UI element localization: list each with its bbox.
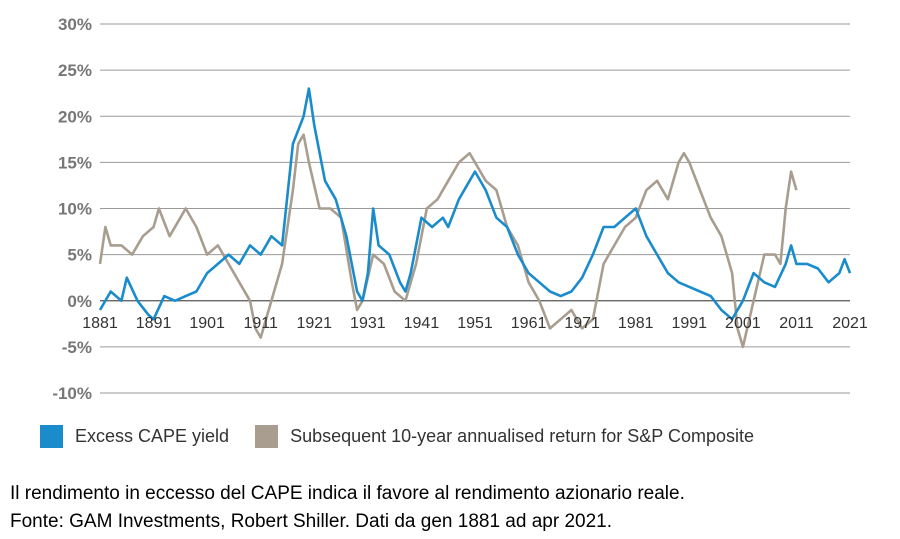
x-tick-label: 2001 bbox=[725, 315, 761, 332]
y-tick-label: 15% bbox=[58, 153, 92, 172]
x-tick-label: 1881 bbox=[82, 315, 118, 332]
x-tick-label: 1901 bbox=[189, 315, 225, 332]
series-lines bbox=[98, 87, 852, 349]
x-tick-label: 1941 bbox=[404, 315, 440, 332]
series-line-sp-return bbox=[98, 133, 798, 349]
y-tick-label: 10% bbox=[58, 200, 92, 219]
caption-line-1: Il rendimento in eccesso del CAPE indica… bbox=[10, 483, 685, 504]
legend: Excess CAPE yield Subsequent 10-year ann… bbox=[40, 423, 780, 449]
x-tick-label: 1951 bbox=[457, 315, 493, 332]
x-tick-label: 1911 bbox=[244, 315, 279, 332]
y-axis-ticks: 30% 25% 20% 15% 10% 5% 0% -5% -10% bbox=[52, 15, 92, 403]
y-tick-label: 5% bbox=[67, 246, 92, 265]
x-tick-label: 1931 bbox=[350, 315, 386, 332]
x-tick-label: 2021 bbox=[832, 315, 868, 332]
grid-lines bbox=[100, 23, 850, 394]
y-tick-label: 0% bbox=[67, 292, 92, 311]
y-tick-label: 25% bbox=[58, 61, 92, 80]
x-tick-label: 1891 bbox=[136, 315, 172, 332]
x-tick-label: 1981 bbox=[618, 315, 654, 332]
legend-item-excess-cape: Excess CAPE yield bbox=[40, 424, 230, 448]
x-tick-label: 1991 bbox=[671, 315, 707, 332]
y-tick-label: 30% bbox=[58, 15, 92, 34]
legend-label-excess-cape: Excess CAPE yield bbox=[75, 425, 230, 446]
legend-item-sp-return: Subsequent 10-year annualised return for… bbox=[255, 424, 755, 448]
y-tick-label: -10% bbox=[52, 384, 92, 403]
x-tick-label: 1961 bbox=[511, 315, 547, 332]
x-tick-label: 1921 bbox=[296, 315, 332, 332]
legend-label-sp-return: Subsequent 10-year annualised return for… bbox=[290, 425, 755, 446]
caption-line-2: Fonte: GAM Investments, Robert Shiller. … bbox=[10, 511, 613, 532]
legend-swatch-blue bbox=[40, 424, 63, 448]
x-axis-ticks: 1881 1891 1901 1911 1921 1931 1941 1951 1961 1971… bbox=[82, 315, 868, 332]
x-tick-label: 2011 bbox=[779, 315, 814, 332]
y-tick-label: -5% bbox=[62, 338, 92, 357]
chart-plot-area: 30%25%20%15%10%5%0%-5%-10% 1881 1891 1901 1… bbox=[52, 15, 868, 403]
y-tick-label: 20% bbox=[58, 107, 92, 126]
x-tick-label: 1971 bbox=[564, 315, 600, 332]
series-line-excess-cape bbox=[98, 87, 852, 321]
legend-swatch-taupe bbox=[255, 424, 279, 448]
